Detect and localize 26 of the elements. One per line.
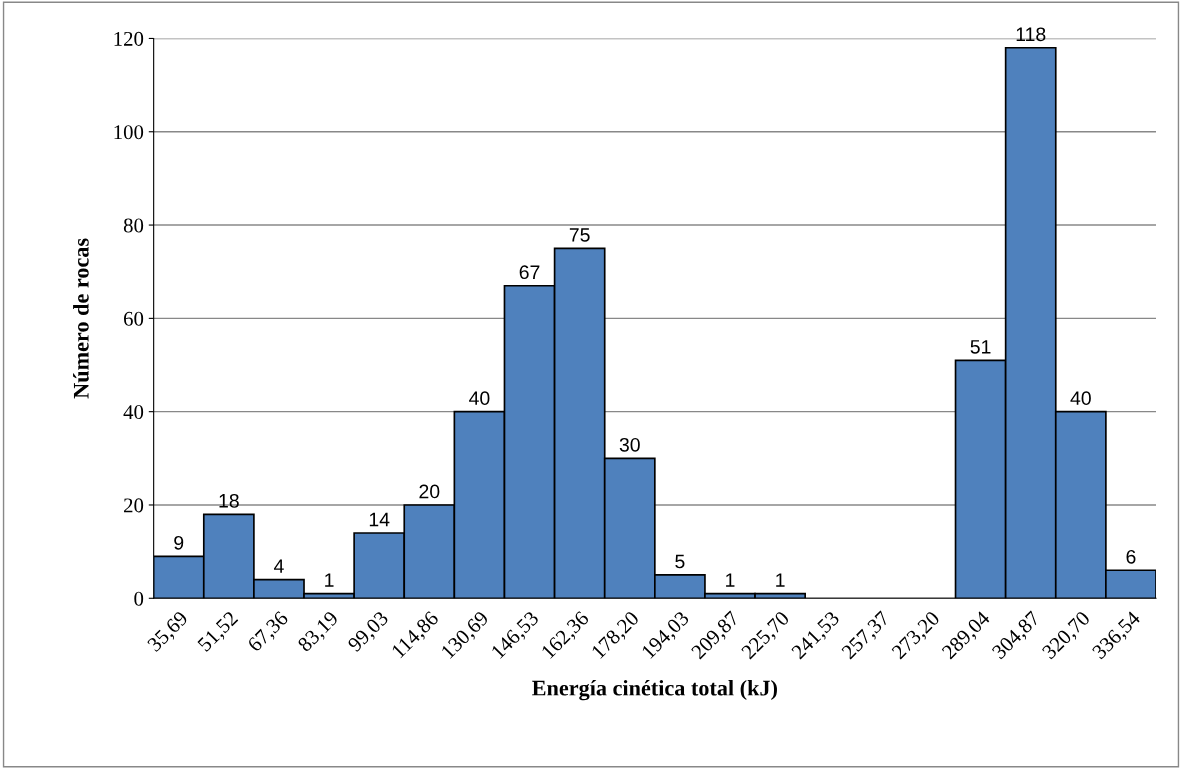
data-label: 75	[569, 228, 590, 242]
data-label: 67	[519, 265, 540, 280]
x-axis-title: Energía cinética total (kJ)	[532, 679, 777, 701]
data-label: 20	[419, 484, 440, 499]
data-label: 40	[469, 391, 490, 406]
data-label: 1	[325, 573, 334, 587]
data-label: 1	[776, 573, 785, 587]
y-tick-label: 20	[124, 498, 144, 513]
data-label: 5	[675, 554, 685, 569]
data-label: 40	[1070, 391, 1091, 406]
y-tick-label: 120	[114, 31, 144, 46]
data-label: 51	[970, 340, 991, 354]
data-label: 9	[174, 535, 184, 550]
data-label: 1	[726, 573, 735, 587]
y-tick-label: 100	[114, 125, 144, 140]
data-label: 18	[219, 493, 239, 508]
data-label: 14	[369, 512, 390, 527]
y-axis-title: Número de rocas	[73, 238, 89, 399]
y-tick-label: 60	[124, 311, 144, 326]
data-label: 6	[1126, 549, 1136, 564]
y-tick-label: 40	[123, 405, 144, 420]
y-tick-label: 80	[123, 218, 144, 233]
data-label: 30	[619, 437, 640, 452]
y-tick-label: 0	[134, 591, 144, 606]
data-label: 4	[273, 559, 284, 573]
data-label: 118	[1016, 27, 1046, 42]
